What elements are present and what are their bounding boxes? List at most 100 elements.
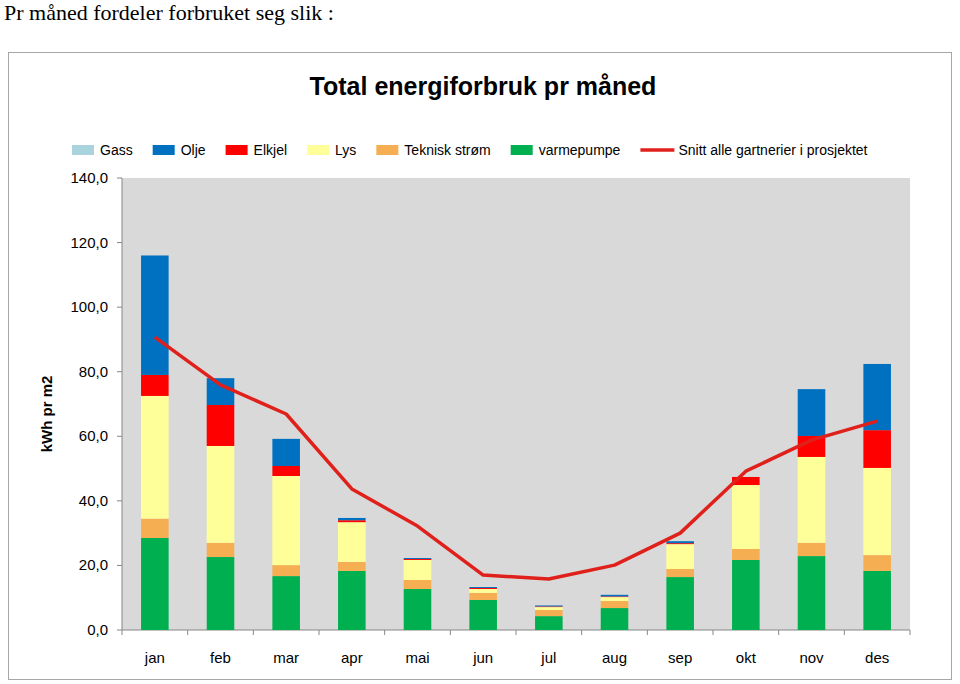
- bar: [141, 255, 169, 374]
- title: Total energiforbruk pr måned: [310, 72, 657, 100]
- bar: [404, 560, 432, 580]
- legend: GassOljeElkjelLysTeknisk strømvarmepumpe…: [72, 142, 868, 158]
- bar: [666, 541, 694, 542]
- bar: [798, 543, 826, 556]
- bar: [404, 558, 432, 560]
- bar: [207, 543, 235, 557]
- x-tick-label: sep: [668, 649, 692, 666]
- page-heading: Pr måned fordeler forbruket seg slik :: [4, 0, 334, 26]
- bar: [469, 589, 497, 593]
- x-tick: [384, 630, 385, 635]
- x-tick-label: apr: [341, 649, 363, 666]
- y-tick: [117, 630, 122, 631]
- bar: [338, 562, 366, 571]
- y-tick-label: 120,0: [70, 234, 108, 251]
- y-tick-label: 40,0: [79, 492, 108, 509]
- bar: [601, 601, 629, 608]
- bar: [272, 466, 300, 476]
- bar: [798, 556, 826, 630]
- x-tick: [581, 630, 582, 635]
- bar: [338, 522, 366, 562]
- x-tick: [187, 630, 188, 635]
- bar: [601, 608, 629, 630]
- legend-marker: [511, 145, 533, 155]
- y-tick: [117, 500, 122, 501]
- bar: [732, 485, 760, 549]
- y-tick-label: 20,0: [79, 556, 108, 573]
- bar: [338, 520, 366, 522]
- bar: [469, 587, 497, 588]
- line: [155, 337, 877, 579]
- bar: [469, 593, 497, 600]
- x-tick: [647, 630, 648, 635]
- legend-label: Snitt alle gartnerier i prosjektet: [678, 142, 867, 158]
- chart: Total energiforbruk pr måned0,020,040,06…: [0, 0, 960, 684]
- bar: [863, 555, 891, 571]
- bar: [469, 588, 497, 590]
- bar: [535, 606, 563, 608]
- bar: [404, 580, 432, 589]
- x-tick-label: jun: [472, 649, 493, 666]
- x-tick: [910, 630, 911, 635]
- bar: [798, 389, 826, 390]
- legend-marker: [72, 145, 94, 155]
- bar: [863, 363, 891, 364]
- y-tick-label: 140,0: [70, 169, 108, 186]
- bar: [666, 577, 694, 630]
- bar: [732, 476, 760, 477]
- bar: [272, 476, 300, 565]
- x-tick: [713, 630, 714, 635]
- bar: [272, 576, 300, 630]
- bar: [207, 405, 235, 446]
- bar: [272, 439, 300, 466]
- legend-marker: [640, 148, 674, 152]
- bar: [666, 541, 694, 543]
- y-tick: [117, 242, 122, 243]
- y-tick: [117, 436, 122, 437]
- x-tick: [122, 630, 123, 635]
- y-axis: [122, 178, 123, 630]
- y-tick-label: 80,0: [79, 363, 108, 380]
- legend-label: varmepumpe: [539, 142, 621, 158]
- x-tick-label: feb: [210, 649, 231, 666]
- bar: [207, 557, 235, 630]
- bar: [404, 558, 432, 559]
- x-tick: [253, 630, 254, 635]
- bar: [141, 538, 169, 630]
- x-tick-label: nov: [799, 649, 824, 666]
- y-tick: [117, 307, 122, 308]
- legend-label: Elkjel: [254, 142, 287, 158]
- bar: [141, 375, 169, 396]
- bar: [535, 605, 563, 606]
- bar: [798, 389, 826, 436]
- y-tick: [117, 178, 122, 179]
- y-tick-label: 60,0: [79, 427, 108, 444]
- legend-label: Teknisk strøm: [404, 142, 490, 158]
- bar: [863, 468, 891, 555]
- x-tick-label: mar: [273, 649, 299, 666]
- legend-marker: [226, 145, 248, 155]
- x-tick: [778, 630, 779, 635]
- bar: [601, 594, 629, 595]
- bar: [141, 396, 169, 519]
- bar: [863, 430, 891, 468]
- bar: [863, 571, 891, 630]
- legend-marker: [307, 145, 329, 155]
- bar: [272, 438, 300, 439]
- x-tick: [844, 630, 845, 635]
- bar: [469, 600, 497, 630]
- bar: [207, 446, 235, 543]
- bar: [338, 571, 366, 630]
- legend-label: Gass: [100, 142, 133, 158]
- marks: [141, 255, 891, 630]
- legend-marker: [153, 145, 175, 155]
- bar: [535, 616, 563, 630]
- bar: [732, 549, 760, 560]
- bar: [469, 587, 497, 589]
- legend-label: Olje: [181, 142, 206, 158]
- y-tick-label: 100,0: [70, 298, 108, 315]
- x-tick-label: jan: [144, 649, 165, 666]
- page: Pr måned fordeler forbruket seg slik : T…: [0, 0, 960, 684]
- bar: [535, 605, 563, 607]
- x-tick: [450, 630, 451, 635]
